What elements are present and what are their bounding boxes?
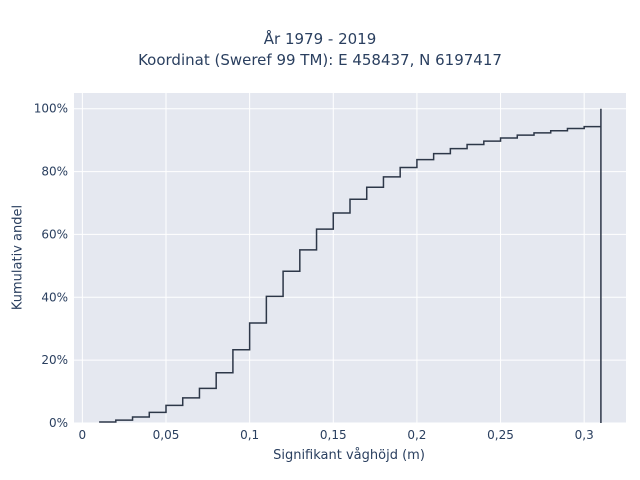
x-tick-label: 0,15: [320, 428, 347, 442]
plot-area: [74, 93, 626, 423]
x-tick-labels: 0 0,05 0,1 0,15 0,2 0,25 0,3: [79, 428, 594, 442]
x-tick-label: 0,25: [487, 428, 514, 442]
grid-lines: [74, 93, 626, 424]
x-tick-label: 0,05: [153, 428, 180, 442]
y-tick-labels: 0% 20% 40% 60% 80% 100%: [34, 102, 68, 430]
chart-title: År 1979 - 2019: [263, 30, 377, 48]
x-tick-label: 0,1: [240, 428, 259, 442]
x-tick-label: 0,3: [575, 428, 594, 442]
y-tick-label: 40%: [41, 290, 68, 304]
y-tick-label: 80%: [41, 165, 68, 179]
y-tick-label: 100%: [34, 102, 68, 116]
y-axis-title: Kumulativ andel: [10, 204, 26, 311]
chart-subtitle: Koordinat (Sweref 99 TM): E 458437, N 61…: [138, 51, 502, 69]
x-tick-label: 0: [79, 428, 87, 442]
x-tick-label: 0,2: [407, 428, 426, 442]
y-tick-label: 60%: [41, 227, 68, 241]
y-tick-label: 20%: [41, 353, 68, 367]
x-axis-title: Signifikant våghöjd (m): [273, 448, 425, 463]
cdf-step-line: [99, 108, 602, 423]
y-tick-label: 0%: [49, 416, 68, 430]
